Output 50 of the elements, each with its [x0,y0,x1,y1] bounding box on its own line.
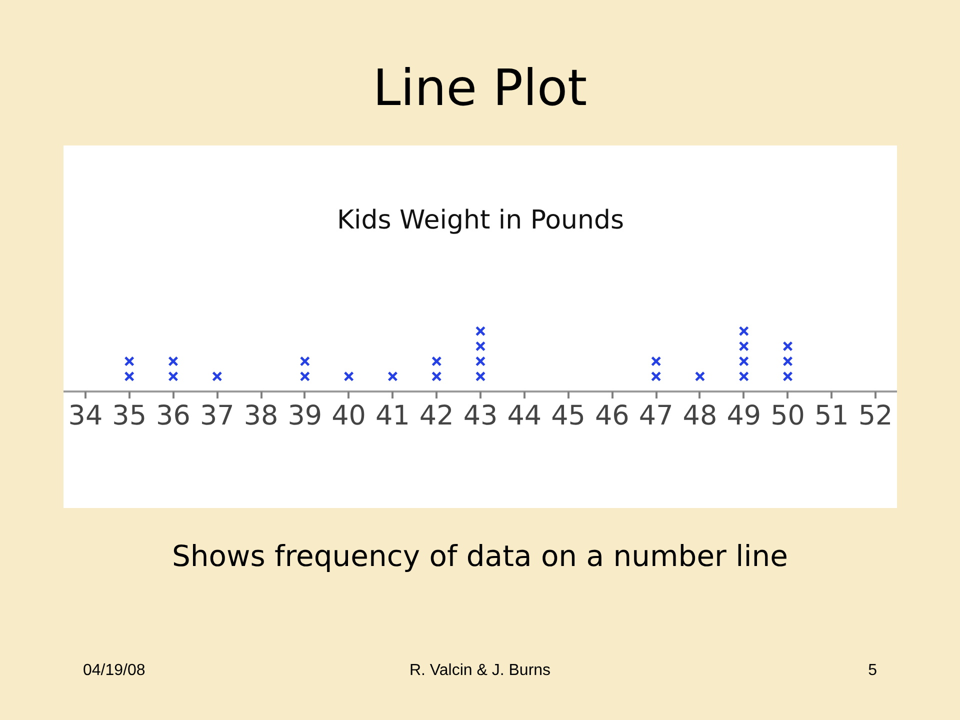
x-tick-label: 36 [156,400,190,432]
text: R. Valcin & J. Burns [409,662,551,680]
point [300,371,310,382]
text: 04/19/08 [83,662,146,680]
text: Shows frequency of data on a number line [172,539,788,574]
chart-subtitle: Kids Weight in Pounds [336,206,624,236]
point [738,371,749,382]
point [124,371,134,382]
x-tick-label: 40 [332,400,366,432]
x-tick-label: 37 [200,400,234,432]
x-tick-label: 50 [770,400,805,432]
point [650,356,662,366]
point [782,371,793,382]
point [738,341,749,352]
point [782,341,793,352]
x-tick-label: 47 [638,400,674,432]
point [782,356,793,366]
text: 5 [868,662,877,680]
x-tick-label: 46 [595,400,630,432]
x-tick-label: 48 [682,400,718,432]
point [738,326,749,336]
point [212,371,222,382]
point [475,326,486,336]
x-tick-label: 41 [376,400,410,432]
point [124,356,134,366]
x-tick-label: 44 [507,400,542,432]
point [738,356,749,366]
point [168,371,178,382]
point [168,356,178,366]
point [300,356,310,366]
x-tick-label: 34 [68,400,103,432]
point [388,371,398,382]
x-tick-label: 39 [288,400,322,432]
x-tick-label: 49 [726,400,762,432]
point [432,371,442,382]
point [432,356,442,366]
x-tick-label: 43 [463,400,498,432]
point [650,371,662,382]
x-tick-label: 38 [244,400,278,432]
x-tick-label: 52 [858,400,893,432]
point [694,371,706,382]
x-tick-label: 42 [419,400,454,432]
x-tick-label: 45 [551,400,586,432]
x-tick-label: 51 [814,400,849,432]
chart-title: Line Plot [372,59,588,118]
point [475,341,486,352]
x-tick-label: 35 [112,400,147,432]
point [475,356,486,366]
point [344,371,354,382]
point [475,371,486,382]
